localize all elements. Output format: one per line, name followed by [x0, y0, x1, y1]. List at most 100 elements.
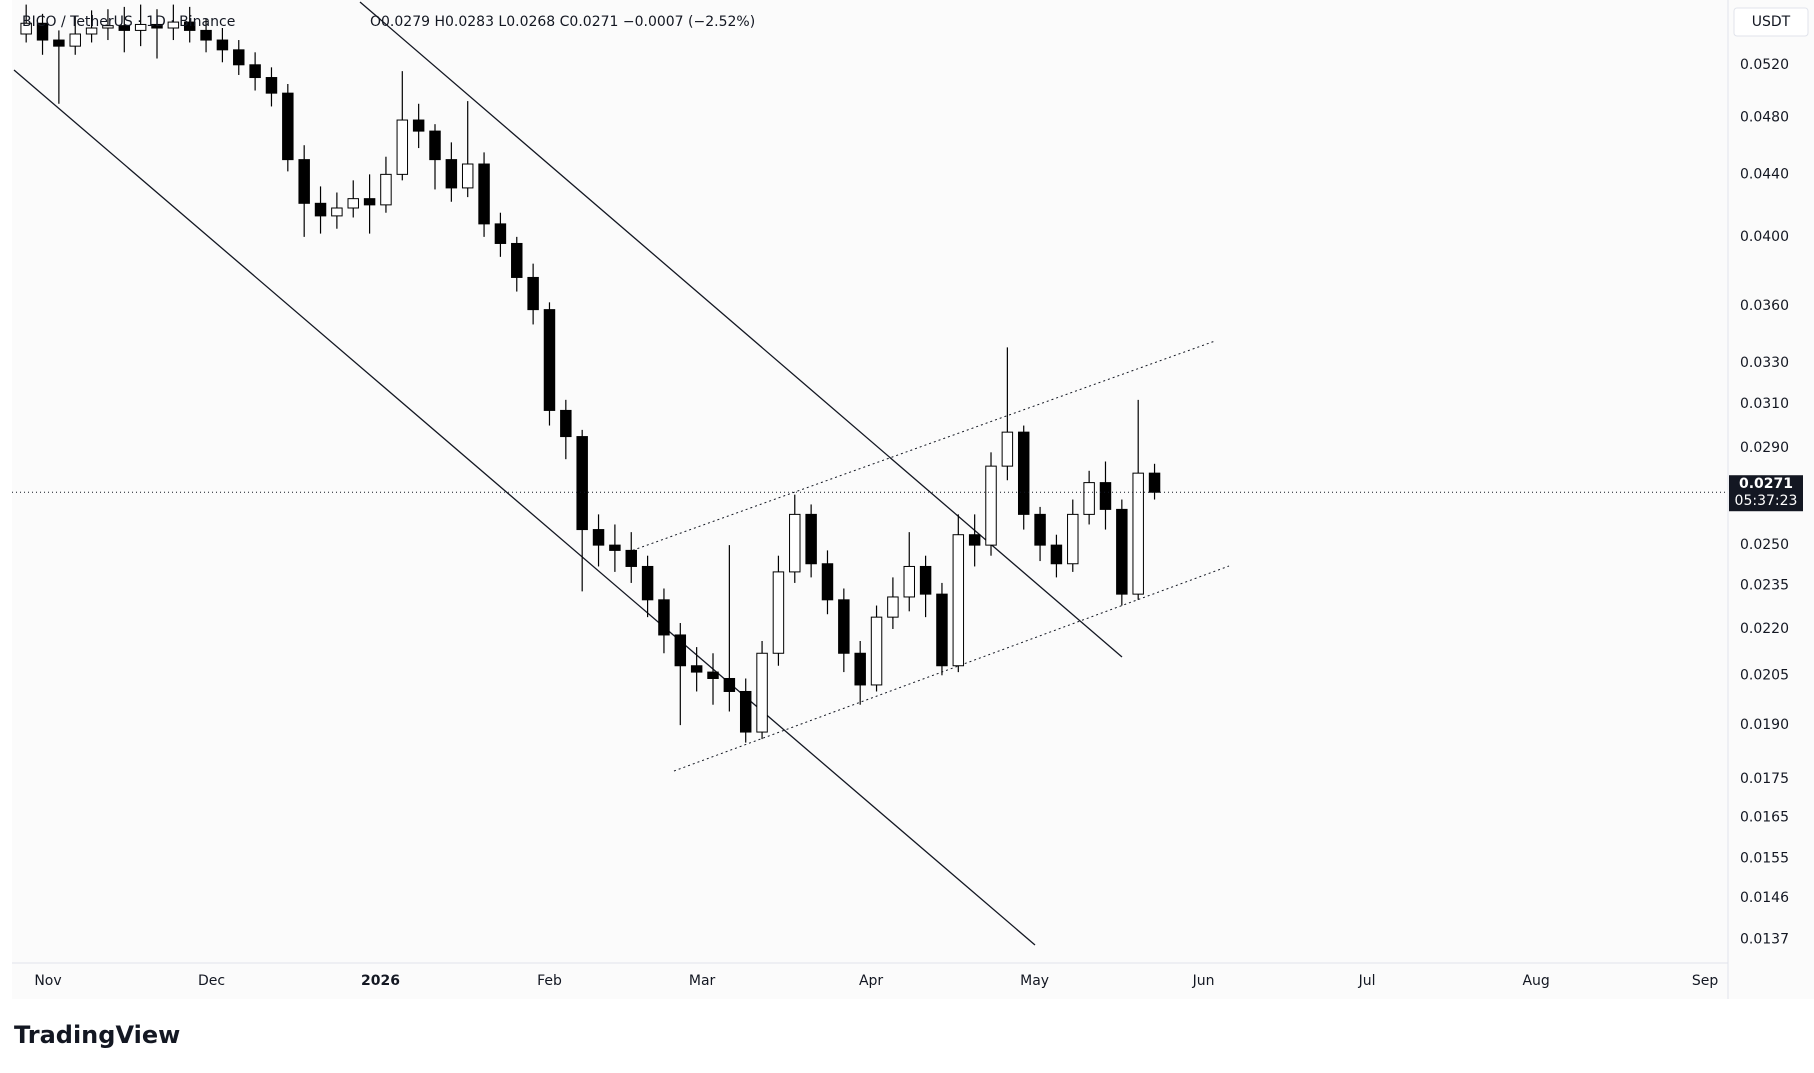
- candle-body: [380, 173, 392, 206]
- candle-body: [887, 596, 899, 618]
- candle-body: [314, 202, 327, 217]
- x-tick-label: Jun: [1192, 973, 1215, 989]
- candle-body: [985, 465, 997, 546]
- candle-body: [674, 634, 687, 667]
- candle-body: [919, 565, 932, 595]
- candle-body: [331, 207, 343, 217]
- y-tick-label: 0.0155: [1740, 851, 1789, 867]
- candle-body: [821, 563, 834, 601]
- candle-body: [936, 593, 948, 667]
- candle-body: [1034, 513, 1046, 546]
- candle-body: [134, 23, 147, 31]
- x-tick-label: Dec: [198, 973, 225, 989]
- y-tick-label: 0.0165: [1740, 810, 1789, 826]
- countdown: 05:37:23: [1735, 493, 1798, 509]
- candle-body: [1148, 472, 1161, 493]
- trendline: [13, 69, 1036, 946]
- candle-body: [1017, 431, 1030, 515]
- candle-body: [412, 119, 425, 132]
- candle-body: [265, 77, 278, 94]
- y-tick-label: 0.0137: [1740, 932, 1789, 948]
- candle-body: [1050, 544, 1063, 565]
- x-tick-label: May: [1020, 973, 1049, 989]
- candle-body: [85, 27, 98, 35]
- candle-body: [511, 242, 523, 278]
- candle-body: [772, 571, 785, 654]
- candle-body: [102, 25, 114, 29]
- candle-body: [854, 652, 866, 686]
- y-tick-label: 0.0235: [1740, 578, 1789, 594]
- x-tick-label: Sep: [1692, 973, 1719, 989]
- trendlines: [13, 1, 1230, 946]
- candle-body: [690, 665, 703, 673]
- candle-body: [789, 513, 801, 573]
- symbol-title: BICO / TetherUS · 1D · Binance: [22, 14, 235, 30]
- candle-body: [739, 690, 752, 733]
- candle-body: [200, 29, 212, 41]
- x-tick-label: 2026: [361, 973, 400, 989]
- candle-body: [1099, 482, 1112, 510]
- candle-body: [151, 23, 163, 29]
- candle-body: [560, 409, 572, 438]
- candle-body: [20, 22, 32, 35]
- candle-body: [282, 92, 294, 161]
- candle-body: [952, 534, 965, 667]
- brand[interactable]: TradingView: [14, 1021, 180, 1049]
- y-tick-label: 0.0400: [1740, 229, 1789, 245]
- y-tick-label: 0.0520: [1740, 57, 1789, 73]
- candle-body: [118, 25, 131, 31]
- candle-body: [347, 198, 359, 209]
- x-tick-label: Aug: [1522, 973, 1549, 989]
- x-tick-label: Apr: [859, 973, 883, 989]
- candle-body: [167, 21, 180, 29]
- candle-body: [592, 529, 605, 546]
- y-tick-label: 0.0480: [1740, 109, 1789, 125]
- candles: [20, 4, 1161, 743]
- last-price-label: 0.0271: [1739, 476, 1793, 492]
- y-tick-label: 0.0330: [1740, 355, 1789, 371]
- y-tick-label: 0.0190: [1740, 717, 1789, 733]
- candle-body: [968, 534, 981, 546]
- x-tick-label: Feb: [537, 973, 562, 989]
- time-axis: [12, 963, 1728, 999]
- candle-body: [363, 198, 376, 206]
- y-tick-label: 0.0310: [1740, 396, 1789, 412]
- candle-body: [543, 309, 556, 411]
- candle-body: [69, 33, 81, 47]
- currency-box[interactable]: [1733, 7, 1809, 37]
- candle-body: [249, 64, 261, 79]
- candle-body: [658, 599, 670, 636]
- candle-body: [183, 21, 196, 31]
- candle-body: [216, 39, 229, 51]
- candle-body: [478, 163, 490, 225]
- candle-body: [707, 671, 719, 679]
- candle-body: [1001, 431, 1014, 467]
- candle-body: [1116, 508, 1128, 595]
- ohlc-legend: O0.0279 H0.0283 L0.0268 C0.0271 −0.0007 …: [370, 14, 755, 30]
- candle-body: [233, 49, 245, 66]
- candle-body: [609, 544, 621, 551]
- candle-body: [903, 565, 915, 598]
- currency[interactable]: USDT: [1752, 14, 1791, 30]
- x-tick-label: Mar: [689, 973, 716, 989]
- x-tick-label: Jul: [1358, 973, 1376, 989]
- channel-line: [627, 340, 1216, 553]
- y-tick-label: 0.0146: [1740, 890, 1789, 906]
- y-tick-label: 0.0440: [1740, 166, 1789, 182]
- candle-body: [805, 513, 817, 565]
- y-tick-label: 0.0220: [1740, 621, 1789, 637]
- candle-body: [625, 549, 637, 567]
- channel-line: [673, 565, 1230, 772]
- candle-body: [53, 39, 65, 47]
- plot-area: [12, 0, 1728, 963]
- candle-body: [429, 130, 441, 161]
- candle-body: [1083, 482, 1095, 515]
- last-price-box: [1729, 475, 1803, 512]
- y-tick-label: 0.0175: [1740, 771, 1789, 787]
- candle-body: [723, 677, 736, 692]
- candle-body: [445, 159, 458, 189]
- candle-body: [396, 119, 409, 175]
- y-tick-label: 0.0205: [1740, 667, 1789, 683]
- candle-body: [641, 565, 654, 601]
